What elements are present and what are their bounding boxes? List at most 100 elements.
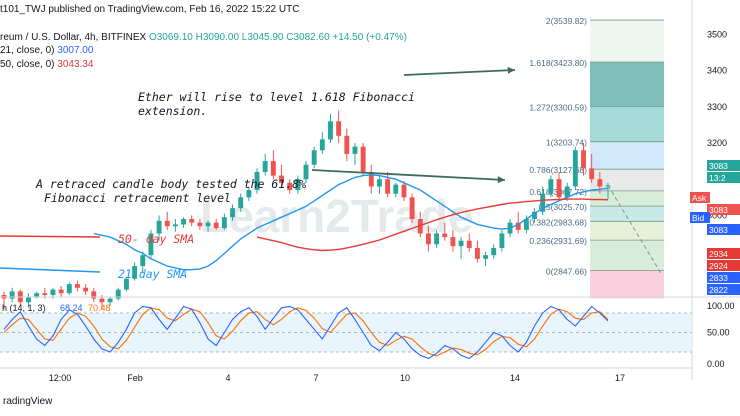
symbol-line: reum / U.S. Dollar, 4h, BITFINEX O3069.1… (0, 32, 407, 43)
price-tick-label: 3500 (707, 29, 727, 39)
symbol-name[interactable]: reum / U.S. Dollar, 4h, BITFINEX (0, 32, 147, 43)
candle-body (597, 179, 603, 187)
candle-body (107, 298, 113, 303)
time-tick-label: Feb (127, 373, 143, 383)
fib-level-label: 0.236(2931.69) (529, 236, 587, 246)
price-tick-label: 3300 (707, 102, 727, 112)
stoch-k-value: 68.24 (60, 303, 83, 313)
candle-body (238, 197, 244, 209)
ma50-legend-label: 50, close, 0) (0, 59, 55, 70)
candle-body (409, 197, 415, 220)
arrow-to-1618 (403, 69, 516, 76)
fib-level-label: 1.272(3300.59) (529, 103, 587, 113)
price-badge (707, 224, 740, 235)
candle-body (401, 184, 407, 198)
candle-body (499, 233, 505, 248)
price-badge (690, 192, 710, 203)
candle-body (156, 220, 162, 234)
stoch-tick-label: 100.00 (707, 301, 735, 311)
candle-body (491, 247, 497, 256)
annotation-ma50-label: 50- day SMA (118, 232, 194, 246)
candle-body (140, 255, 146, 267)
candle-body (132, 266, 138, 279)
ma50-legend[interactable]: 50, close, 0) 3043.34 (0, 59, 93, 70)
candle-body (556, 179, 562, 198)
price-badge-label: 3083 (709, 225, 728, 235)
price-badge (707, 204, 740, 215)
fib-level-label: 1(3203.74) (546, 138, 587, 148)
price-badge (707, 248, 740, 259)
candle-body (262, 161, 268, 172)
candle-body (172, 224, 178, 227)
candle-body (589, 168, 595, 180)
stoch-tick-label: 50.00 (707, 328, 730, 338)
candle-body (123, 278, 129, 290)
annotation-text: extension. (138, 104, 207, 118)
time-tick-label: 7 (313, 373, 318, 383)
price-tick-label: 3200 (707, 138, 727, 148)
fib-level-label: 0.5(3025.70) (539, 202, 587, 212)
candle-body (58, 289, 64, 294)
fib-zone (590, 106, 664, 142)
price-badge (707, 272, 740, 283)
fib-level-label: 1.618(3423.80) (529, 58, 587, 68)
candle-body (189, 219, 195, 223)
candle-body (368, 171, 374, 187)
candle-body (442, 233, 448, 238)
candle-body (287, 182, 293, 191)
price-badge-label: 3083 (709, 205, 728, 215)
candle-body (515, 222, 521, 230)
price-badge-label: 3083 (709, 161, 728, 171)
stoch-d-value: 70.48 (88, 303, 111, 313)
candle-body (279, 175, 284, 183)
candle-body (311, 150, 317, 165)
fib-zone (590, 206, 664, 222)
candle-body (328, 121, 333, 140)
candle-body (254, 171, 260, 191)
candle-body (91, 291, 97, 299)
time-tick-label: 14 (510, 373, 520, 383)
candle-body (181, 219, 187, 225)
stoch-label: h (14, 1, 3) (2, 303, 46, 313)
time-tick-label: 4 (225, 373, 230, 383)
ma50-legend-pointer (0, 235, 101, 238)
candle-body (148, 233, 154, 256)
fib-level-label: 0(2847.66) (546, 267, 587, 277)
candle-body (385, 179, 391, 194)
stoch-tick-label: 0.00 (707, 359, 725, 369)
candle-body (213, 222, 219, 229)
candle-body (319, 139, 325, 151)
candle-body (26, 296, 31, 303)
ohlc-values: O3069.10 H3090.00 L3045.90 C3082.60 +14.… (148, 32, 407, 43)
price-badge-label: Bid (692, 213, 705, 223)
price-badge (707, 260, 740, 271)
candle-body (572, 150, 578, 187)
time-tick-label: 12:00 (49, 373, 72, 383)
fib-zone (590, 270, 664, 299)
candle-body (450, 237, 456, 247)
candle-body (523, 219, 529, 230)
candle-body (66, 284, 72, 294)
candle-body (9, 291, 15, 299)
ma50-line (256, 198, 609, 252)
price-badge (707, 160, 740, 171)
ma21-line (93, 174, 609, 271)
candle-body (548, 179, 554, 194)
candle-body (336, 121, 342, 136)
price-badge (707, 172, 740, 183)
ma21-legend[interactable]: 21, close, 0) 3007.00 (0, 45, 93, 56)
stoch-k-line (3, 305, 609, 360)
fib-level-label: 0.786(3127.68) (529, 165, 587, 175)
candle-body (352, 146, 358, 154)
price-badge (707, 284, 740, 295)
candle-body (205, 222, 211, 227)
price-badge-label: 2924 (709, 261, 728, 271)
arrow-to-618-head (497, 176, 505, 184)
candle-body (115, 289, 121, 299)
ma21-legend-value: 3007.00 (57, 45, 94, 56)
price-badge-label: 2833 (709, 273, 728, 283)
price-badge-label: 13:2 (709, 173, 726, 183)
candle-body (270, 161, 276, 176)
candle-body (360, 146, 366, 172)
price-badge (690, 212, 710, 223)
